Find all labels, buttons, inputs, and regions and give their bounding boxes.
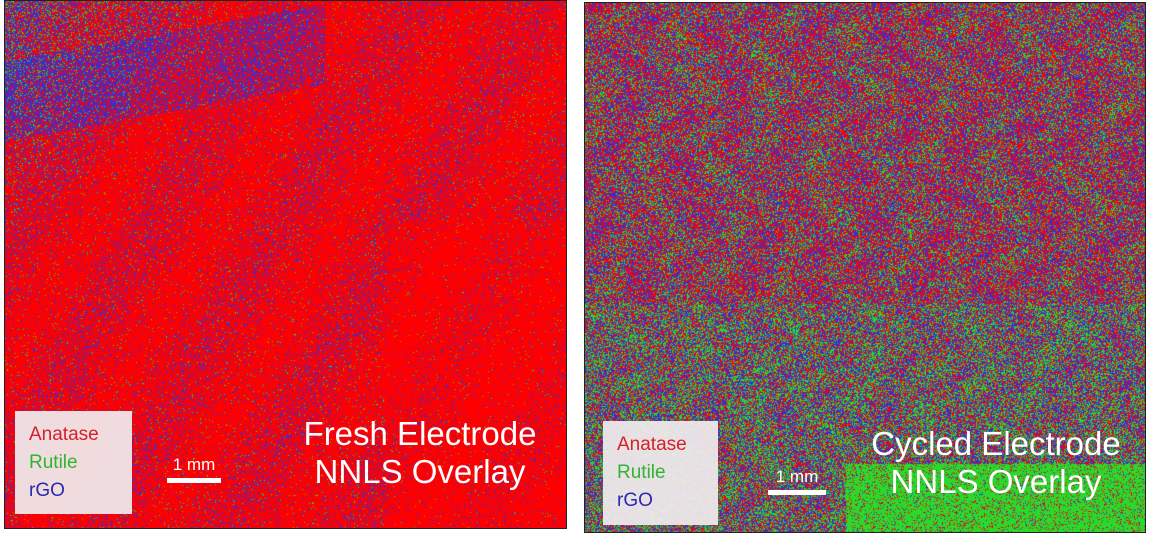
panel-title-line2: NNLS Overlay	[314, 453, 526, 490]
scale-bar: 1 mm	[167, 455, 221, 483]
panel-title: Cycled Electrode NNLS Overlay	[851, 425, 1141, 501]
cycled-electrode-map: Anatase Rutile rGO 1 mm Cycled Electrode…	[584, 2, 1146, 533]
scale-bar: 1 mm	[768, 467, 826, 495]
panel-title-line1: Fresh Electrode	[303, 415, 537, 452]
fresh-electrode-map: Anatase Rutile rGO 1 mm Fresh Electrode …	[4, 0, 567, 529]
phase-legend: Anatase Rutile rGO	[603, 421, 718, 525]
legend-anatase: Anatase	[617, 434, 687, 455]
legend-rgo: rGO	[29, 480, 65, 501]
legend-rutile: Rutile	[617, 462, 666, 483]
legend-rgo: rGO	[617, 490, 653, 511]
panel-title-line2: NNLS Overlay	[890, 463, 1102, 500]
scale-bar-label: 1 mm	[172, 455, 216, 474]
legend-anatase: Anatase	[29, 424, 99, 445]
scale-bar-label: 1 mm	[775, 467, 819, 486]
panel-title: Fresh Electrode NNLS Overlay	[285, 415, 555, 491]
scale-bar-line	[768, 490, 826, 495]
panel-title-line1: Cycled Electrode	[871, 425, 1121, 462]
legend-rutile: Rutile	[29, 452, 78, 473]
phase-legend: Anatase Rutile rGO	[15, 411, 132, 514]
scale-bar-line	[167, 478, 221, 483]
